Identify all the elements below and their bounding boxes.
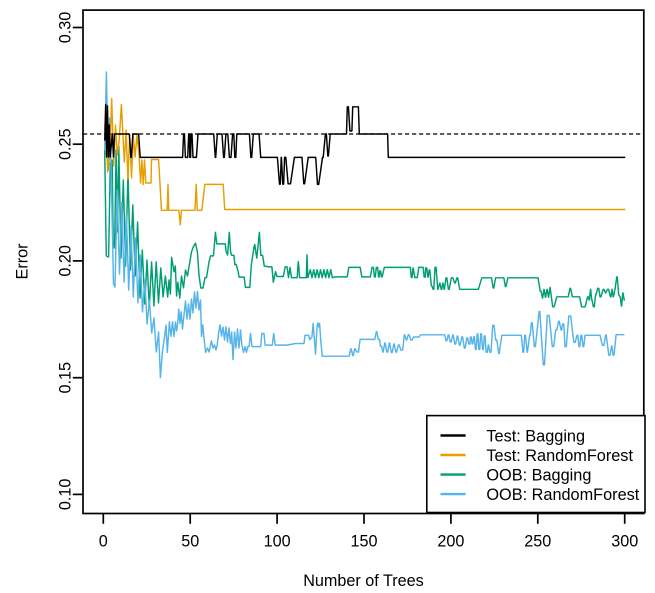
svg-text:300: 300: [611, 533, 638, 551]
svg-text:0.20: 0.20: [57, 245, 75, 277]
svg-text:0.15: 0.15: [57, 362, 75, 394]
svg-text:50: 50: [181, 533, 199, 551]
svg-text:150: 150: [350, 533, 377, 551]
svg-text:Number of Trees: Number of Trees: [303, 572, 424, 590]
svg-text:Test: Bagging: Test: Bagging: [486, 427, 585, 445]
svg-text:0.25: 0.25: [57, 128, 75, 160]
svg-text:0.10: 0.10: [57, 479, 75, 511]
svg-text:OOB: RandomForest: OOB: RandomForest: [486, 486, 639, 504]
svg-text:OOB: Bagging: OOB: Bagging: [486, 466, 591, 484]
svg-text:250: 250: [524, 533, 551, 551]
svg-text:0.30: 0.30: [57, 12, 75, 44]
svg-text:0: 0: [99, 533, 108, 551]
svg-text:200: 200: [437, 533, 464, 551]
svg-text:100: 100: [264, 533, 291, 551]
svg-text:Test: RandomForest: Test: RandomForest: [486, 447, 633, 465]
svg-text:Error: Error: [14, 243, 32, 280]
